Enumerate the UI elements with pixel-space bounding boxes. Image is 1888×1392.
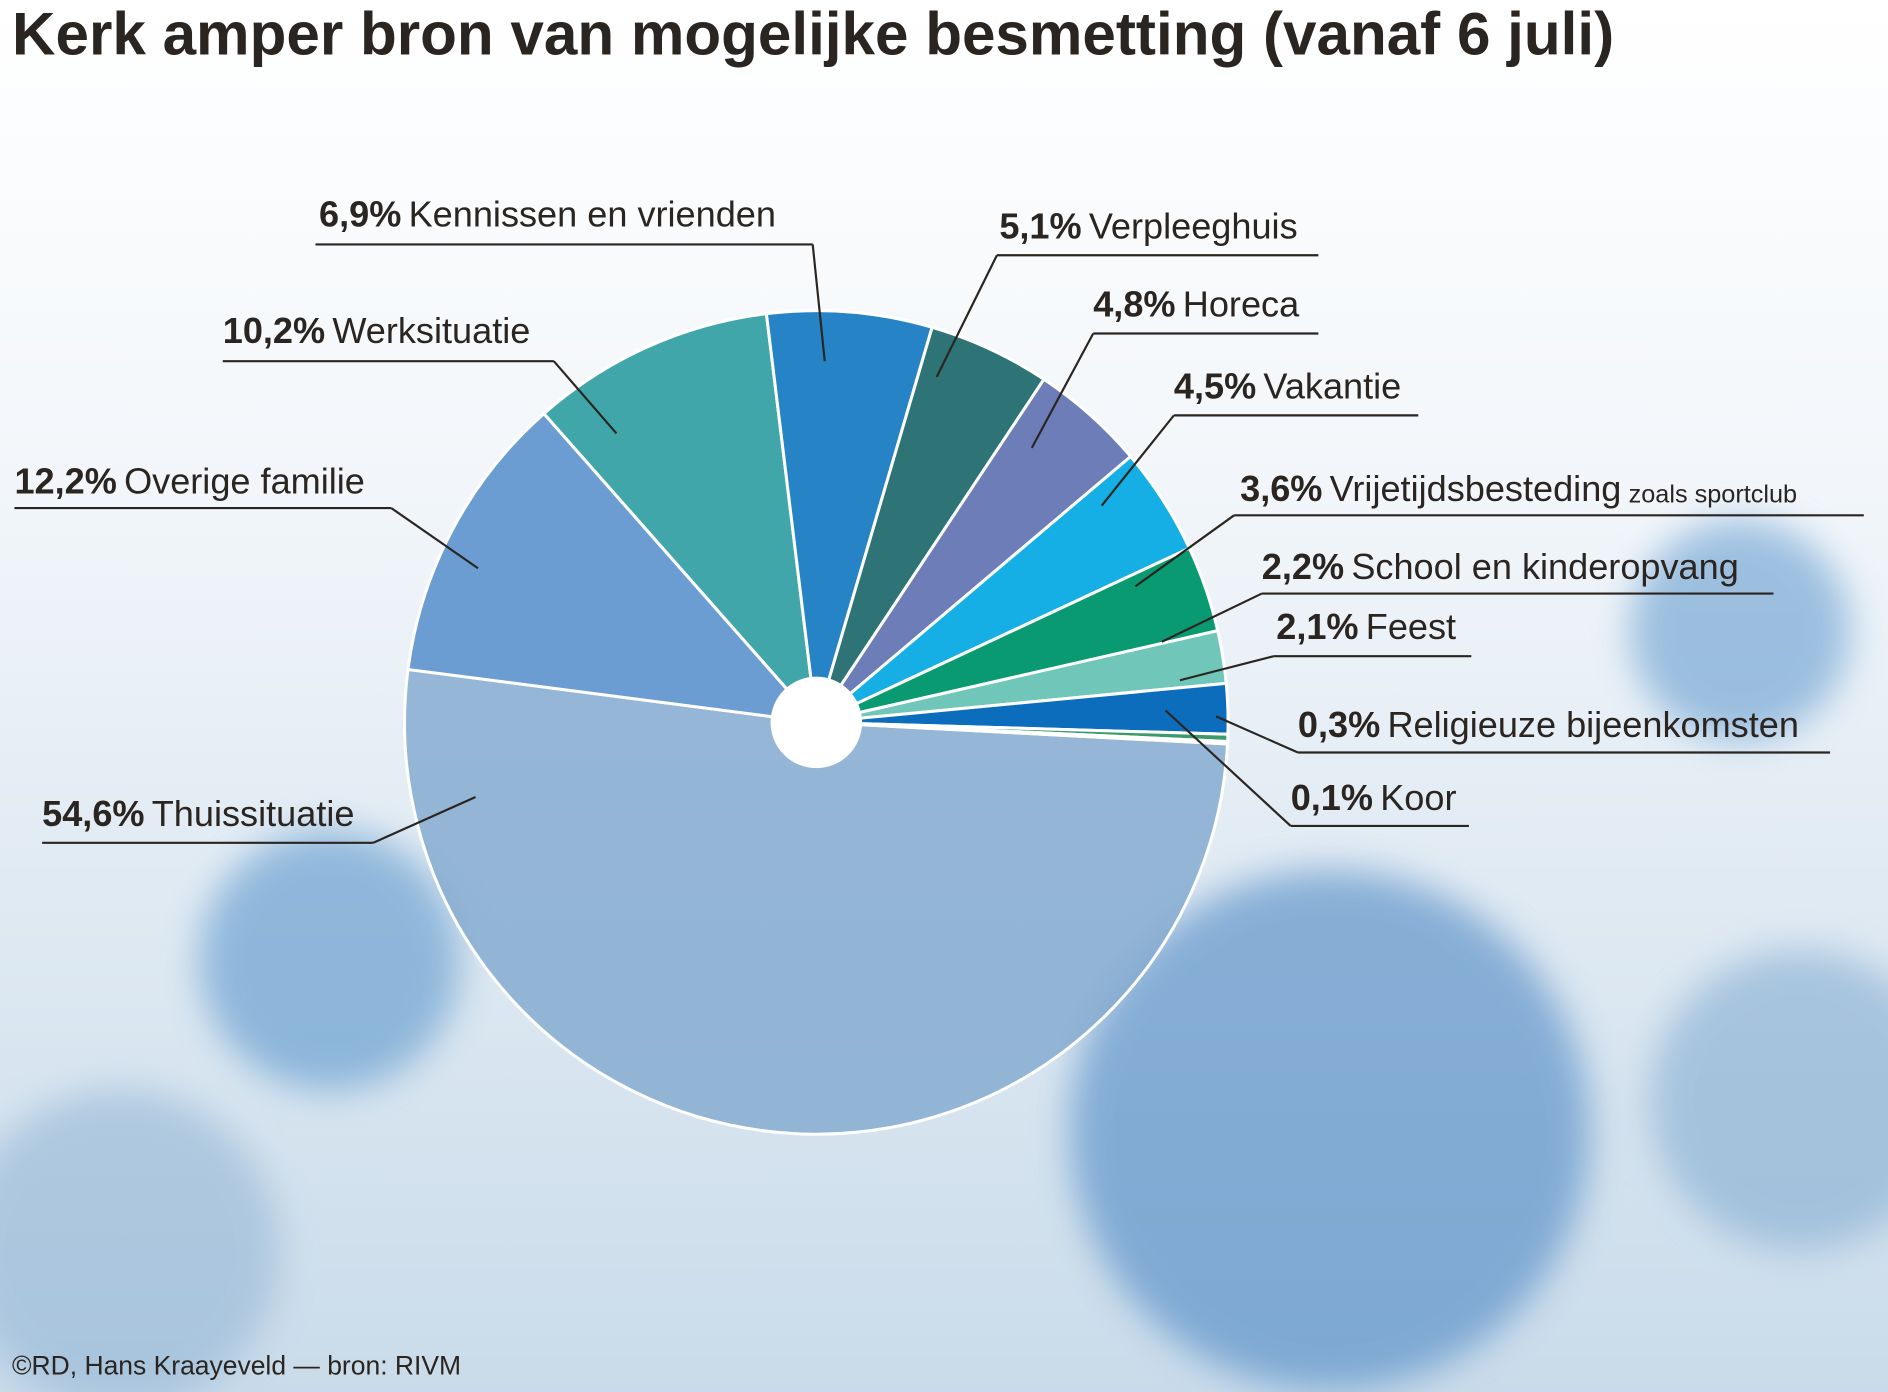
source: ©RD, Hans Kraayeveld — bron: RIVM <box>12 1351 461 1381</box>
value-label: 0,1% <box>1291 777 1373 818</box>
leader-line <box>1215 715 1299 754</box>
pie-slice <box>406 411 821 725</box>
annotation: zoals sportclub <box>1629 481 1798 509</box>
leader-line <box>1179 655 1275 682</box>
value-label: 2,1% <box>1276 606 1358 647</box>
chart-title: Kerk amper bron van mogelijke besmetting… <box>12 0 1614 67</box>
leader-line <box>1134 514 1235 588</box>
leader-line <box>553 360 618 435</box>
category-label: Thuissituatie <box>152 793 355 834</box>
category-label: Feest <box>1366 606 1456 647</box>
category-label: Horeca <box>1183 284 1300 325</box>
category-label: Vakantie <box>1263 365 1401 406</box>
plot: Kerk amper bron van mogelijke besmetting… <box>12 0 1864 1381</box>
pie-slice <box>541 311 819 728</box>
leader-line <box>1164 709 1292 827</box>
leader-line <box>1161 592 1263 643</box>
category-label: Vrijetijdsbesteding <box>1330 468 1622 509</box>
pie-hole <box>770 676 863 769</box>
leader-line <box>1030 332 1095 449</box>
category-label: Werksituatie <box>332 310 530 351</box>
value-label: 6,9% <box>319 193 401 234</box>
virus-decoration <box>0 520 1888 1392</box>
pie-slice <box>764 309 935 723</box>
category-label: Verpleeghuis <box>1089 205 1298 246</box>
category-label: School en kinderopvang <box>1351 546 1738 587</box>
category-label: Kennissen en vrienden <box>409 193 776 234</box>
value-label: 10,2% <box>223 310 325 351</box>
value-label: 2,2% <box>1262 546 1344 587</box>
leader-line <box>372 796 477 844</box>
pie-slice <box>403 667 1230 1136</box>
leader-line <box>811 244 826 362</box>
category-label: Koor <box>1380 777 1456 818</box>
leader-line <box>935 254 998 378</box>
value-label: 54,6% <box>42 793 144 834</box>
category-label: Overige familie <box>124 461 365 502</box>
category-label: Religieuze bijeenkomsten <box>1387 704 1799 745</box>
leader-line <box>1100 414 1175 507</box>
value-label: 12,2% <box>14 461 116 502</box>
value-label: 0,3% <box>1298 704 1380 745</box>
value-label: 3,6% <box>1240 468 1322 509</box>
leader-line <box>390 507 479 570</box>
value-label: 4,5% <box>1174 365 1256 406</box>
value-label: 4,8% <box>1093 284 1175 325</box>
pie-slice <box>816 720 1230 746</box>
value-label: 5,1% <box>999 205 1081 246</box>
